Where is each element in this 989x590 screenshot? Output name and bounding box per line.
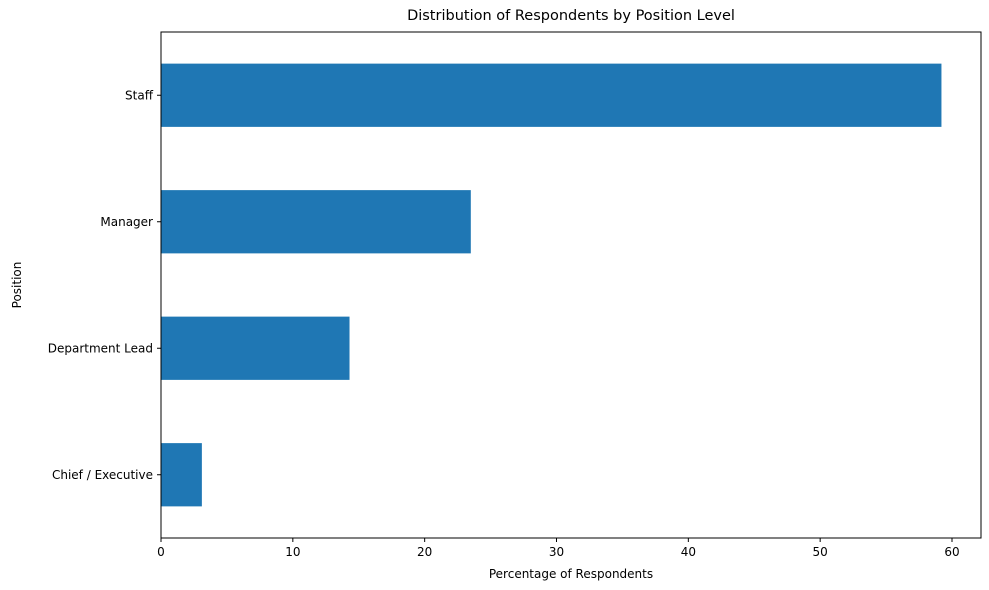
x-ticks: 0 10 20 30 40 50 60 xyxy=(157,538,960,559)
x-tick-label: 50 xyxy=(813,545,828,559)
x-tick-label: 30 xyxy=(549,545,564,559)
y-tick-label: Staff xyxy=(125,88,154,102)
x-tick-label: 60 xyxy=(944,545,959,559)
y-tick-label: Chief / Executive xyxy=(52,468,153,482)
bar-chief-executive xyxy=(161,443,202,507)
bar-manager xyxy=(161,190,471,254)
bar-department-lead xyxy=(161,316,350,380)
chart-title: Distribution of Respondents by Position … xyxy=(407,8,735,24)
bars xyxy=(161,63,942,507)
x-tick-label: 0 xyxy=(157,545,165,559)
x-tick-label: 40 xyxy=(681,545,696,559)
y-axis-label: Position xyxy=(10,262,24,309)
x-tick-label: 20 xyxy=(417,545,432,559)
y-tick-label: Manager xyxy=(100,215,153,229)
x-tick-label: 10 xyxy=(285,545,300,559)
x-axis-label: Percentage of Respondents xyxy=(489,567,653,581)
y-tick-label: Department Lead xyxy=(48,341,153,355)
y-ticks: Chief / Executive Department Lead Manager S… xyxy=(48,88,161,482)
plot-frame xyxy=(160,31,982,539)
bar-staff xyxy=(161,63,942,127)
